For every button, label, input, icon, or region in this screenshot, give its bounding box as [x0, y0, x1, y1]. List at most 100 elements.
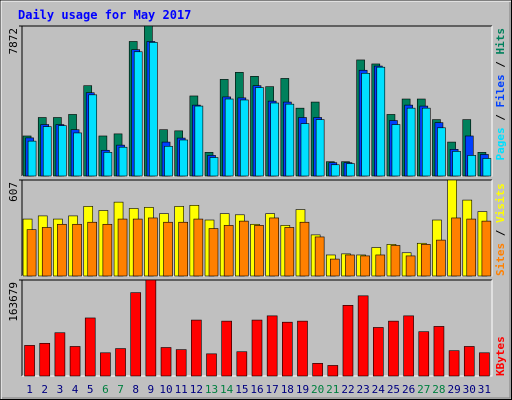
bar — [467, 155, 477, 177]
bar — [357, 295, 369, 377]
bar — [69, 346, 81, 377]
legend: KBytes — [494, 336, 507, 376]
bar — [164, 145, 173, 177]
bar — [24, 345, 35, 377]
bar — [421, 107, 431, 177]
bar — [345, 254, 355, 277]
legend-entry: Pages — [494, 127, 507, 160]
bar — [208, 228, 219, 277]
bar — [209, 157, 219, 177]
x-tick-label: 22 — [341, 383, 354, 396]
chart-title: Daily usage for May 2017 — [18, 8, 191, 22]
bar — [41, 227, 52, 277]
bar — [391, 124, 401, 177]
bar — [194, 105, 204, 177]
bar — [312, 363, 323, 377]
bar — [285, 103, 295, 177]
x-tick-label: 20 — [311, 383, 324, 396]
bar — [224, 98, 234, 177]
bar — [282, 321, 293, 377]
x-tick-label: 11 — [175, 383, 188, 396]
bar — [84, 317, 96, 377]
x-tick-label: 6 — [102, 383, 109, 396]
x-tick-label: 26 — [402, 383, 415, 396]
x-tick-label: 30 — [463, 383, 476, 396]
y-tick-label: 607 — [7, 182, 20, 202]
x-tick-label: 16 — [250, 383, 263, 396]
bar — [466, 218, 477, 277]
x-tick-label: 28 — [432, 383, 445, 396]
legend-entry: Sites — [494, 243, 507, 276]
bar — [403, 315, 414, 377]
bar — [148, 217, 158, 277]
bar — [433, 326, 445, 377]
bar — [117, 218, 128, 277]
x-tick-label: 27 — [417, 383, 430, 396]
bar — [87, 221, 98, 277]
x-tick-label: 19 — [296, 383, 309, 396]
legend-separator: / — [494, 55, 507, 75]
bar — [223, 225, 234, 277]
x-tick-label: 14 — [220, 383, 234, 396]
legend-separator: / — [494, 223, 507, 243]
bar — [420, 244, 431, 277]
bar — [266, 315, 278, 377]
bar — [39, 342, 51, 377]
bar — [330, 258, 340, 277]
bar — [315, 119, 325, 177]
bar — [254, 225, 264, 277]
bar — [390, 245, 401, 277]
x-tick-label: 29 — [447, 383, 460, 396]
bar — [133, 51, 143, 177]
x-tick-label: 23 — [357, 383, 370, 396]
bar — [406, 107, 416, 177]
bar — [300, 123, 310, 177]
bar — [270, 102, 279, 177]
x-tick-label: 18 — [281, 383, 294, 396]
bar — [361, 72, 370, 177]
bar — [376, 66, 386, 177]
x-tick-label: 2 — [41, 383, 48, 396]
bar — [27, 140, 37, 177]
x-tick-label: 13 — [205, 383, 218, 396]
bar — [437, 127, 446, 177]
bar — [327, 365, 339, 377]
bar — [145, 279, 157, 377]
x-tick-label: 4 — [72, 383, 79, 396]
bar — [26, 229, 37, 277]
legend: Pages / Files / Hits — [494, 28, 507, 161]
bar — [102, 223, 113, 277]
bar — [452, 151, 461, 177]
bar — [54, 332, 66, 377]
legend-entry: Visits — [494, 183, 507, 223]
bar — [297, 320, 308, 377]
bar — [360, 255, 370, 277]
bar — [72, 223, 82, 277]
bar — [115, 348, 126, 377]
bar — [451, 217, 461, 277]
x-tick-label: 17 — [266, 383, 279, 396]
bar — [463, 346, 475, 377]
bar — [58, 125, 67, 177]
bar — [132, 218, 143, 277]
bar — [88, 94, 98, 177]
bar — [118, 146, 128, 177]
y-tick-label: 7872 — [7, 28, 20, 55]
bar — [342, 305, 354, 377]
x-tick-label: 5 — [87, 383, 94, 396]
bar — [239, 220, 249, 277]
bar — [482, 158, 492, 177]
y-tick-label: 163679 — [7, 282, 20, 322]
bar — [299, 221, 310, 277]
bar — [130, 292, 142, 377]
bar — [284, 227, 295, 277]
legend-entry: Files — [494, 74, 507, 107]
bar — [405, 255, 416, 277]
x-tick-label: 25 — [387, 383, 400, 396]
x-tick-label: 12 — [190, 383, 203, 396]
bar — [221, 320, 232, 377]
bar — [193, 218, 204, 277]
bar — [163, 221, 173, 277]
bar — [191, 319, 202, 377]
